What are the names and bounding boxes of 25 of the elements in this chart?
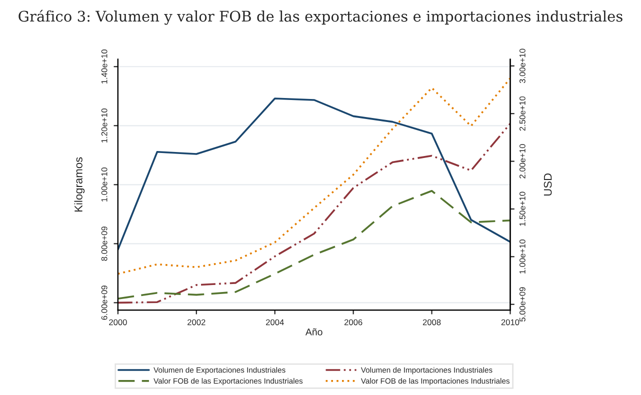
line-series bbox=[118, 98, 510, 250]
y2-tick-label: 1.50e+10 bbox=[519, 192, 526, 226]
y2-tick-label: 5.00e+09 bbox=[519, 287, 526, 322]
y-tick-label: 1.00e+10 bbox=[101, 167, 108, 202]
line-series bbox=[118, 122, 510, 304]
chart-title: Gráfico 3: Volumen y valor FOB de las exportaciones e importaciones industriales bbox=[18, 10, 622, 25]
y-tick-label: 1.40e+10 bbox=[101, 49, 108, 84]
x-tick-label: 2008 bbox=[422, 319, 441, 326]
line-series bbox=[118, 77, 510, 275]
y-tick-label: 1.20e+10 bbox=[101, 108, 108, 143]
y-axis-title: Kilogramos bbox=[74, 157, 85, 212]
x-tick-label: 2004 bbox=[266, 319, 284, 326]
x-tick-label: 2000 bbox=[109, 319, 127, 326]
x-tick-label: 2010 bbox=[501, 319, 520, 326]
y-tick-label: 6.00e+09 bbox=[101, 286, 108, 320]
x-tick-label: 2002 bbox=[188, 319, 206, 326]
y-tick-label: 8.00e+09 bbox=[101, 226, 108, 261]
y2-axis-title: USD bbox=[544, 173, 552, 196]
line-series bbox=[118, 190, 510, 300]
y2-tick-label: 2.00e+10 bbox=[519, 144, 526, 178]
y2-tick-label: 3.00e+10 bbox=[519, 48, 526, 84]
y2-tick-label: 1.00e+10 bbox=[519, 239, 526, 274]
y2-tick-label: 2.50e+10 bbox=[519, 96, 526, 131]
x-axis-title: Año bbox=[305, 328, 322, 336]
x-tick-label: 2006 bbox=[344, 319, 362, 326]
